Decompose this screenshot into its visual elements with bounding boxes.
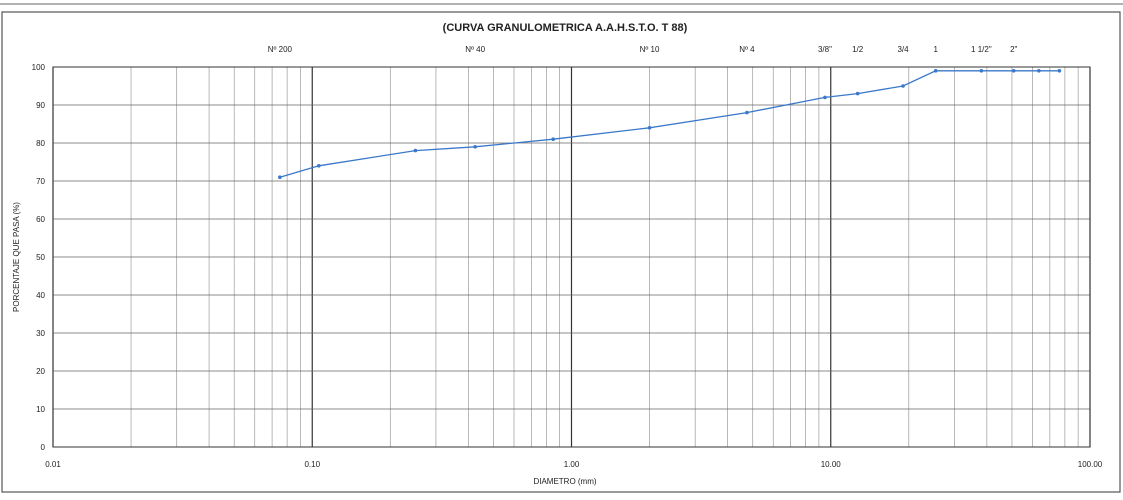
data-point <box>278 175 282 179</box>
y-tick-label: 50 <box>36 253 45 262</box>
y-axis-ticks: 0 10 20 30 40 50 60 70 80 90 100 <box>32 63 46 452</box>
data-point <box>1057 69 1062 73</box>
sieve-label: 1 <box>933 45 938 54</box>
data-point <box>933 69 938 73</box>
data-point <box>473 145 477 149</box>
y-tick-label: 60 <box>36 215 45 224</box>
series-line <box>279 70 1060 178</box>
sieve-label: 2" <box>1010 45 1017 54</box>
plot-area <box>52 66 1091 448</box>
y-tick-label: 20 <box>36 367 45 376</box>
x-tick-label: 10.00 <box>821 460 842 469</box>
sieve-label: 3/8" <box>818 45 832 54</box>
sieve-label: 3/4 <box>897 45 909 54</box>
major-grid <box>52 66 1091 448</box>
sieve-label: 1 1/2" <box>971 45 992 54</box>
data-point <box>1037 69 1041 73</box>
data-point <box>317 164 321 168</box>
sieve-label: Nº 200 <box>268 45 293 54</box>
x-tick-label: 1.00 <box>564 460 580 469</box>
y-tick-label: 0 <box>41 443 46 452</box>
series-group <box>278 69 1062 179</box>
y-tick-label: 80 <box>36 139 45 148</box>
y-tick-label: 100 <box>32 63 46 72</box>
outer-border <box>1 11 1121 493</box>
sieve-label: Nº 4 <box>739 45 755 54</box>
chart-title: (CURVA GRANULOMETRICA A.A.H.S.T.O. T 88) <box>443 22 688 34</box>
x-axis-label: DIAMETRO (mm) <box>533 477 596 486</box>
y-axis-label: PORCENTAJE QUE PASA (%) <box>12 202 21 312</box>
x-tick-label: 0.01 <box>45 460 61 469</box>
sieve-labels: Nº 200 Nº 40 Nº 10 Nº 4 3/8" 1/2 3/4 1 1 1/2" 2" <box>268 45 1018 54</box>
data-point <box>901 84 905 88</box>
y-tick-label: 90 <box>36 101 45 110</box>
data-point <box>745 110 749 115</box>
data-point <box>855 91 860 96</box>
data-point <box>979 69 984 73</box>
x-tick-label: 0.10 <box>304 460 320 469</box>
sieve-label: Nº 40 <box>465 45 485 54</box>
data-point <box>413 148 418 153</box>
y-tick-label: 10 <box>36 405 45 414</box>
y-tick-label: 70 <box>36 177 45 186</box>
x-axis-ticks: 0.01 0.10 1.00 10.00 100.00 <box>45 460 1103 469</box>
y-tick-label: 30 <box>36 329 45 338</box>
data-point <box>647 126 652 130</box>
sieve-label: Nº 10 <box>640 45 660 54</box>
data-point <box>1011 69 1016 73</box>
data-point <box>823 95 827 100</box>
y-tick-label: 40 <box>36 291 45 300</box>
data-point <box>551 137 556 141</box>
sieve-label: 1/2 <box>852 45 864 54</box>
x-tick-label: 100.00 <box>1078 460 1103 469</box>
